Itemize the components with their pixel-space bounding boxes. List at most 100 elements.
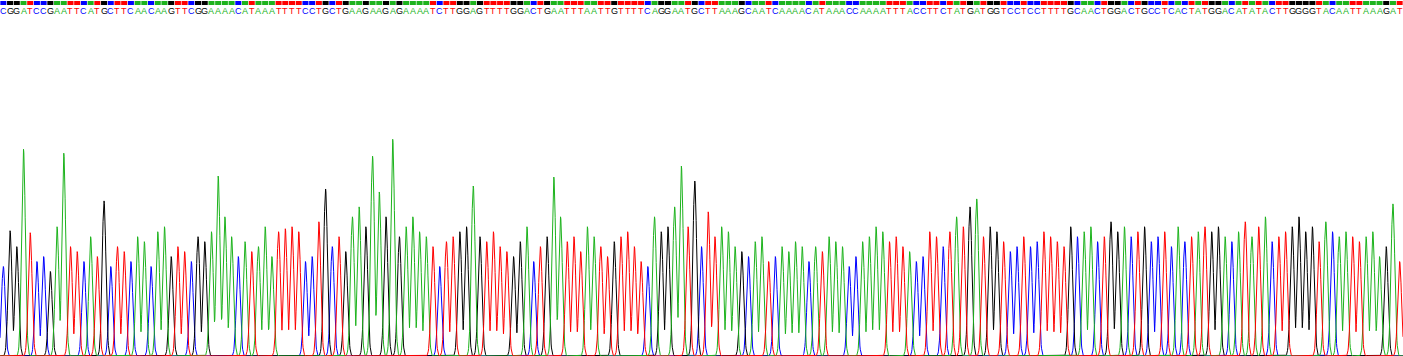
svg-text:G: G bbox=[987, 6, 994, 16]
svg-text:A: A bbox=[1081, 6, 1087, 16]
svg-text:A: A bbox=[269, 6, 275, 16]
svg-text:G: G bbox=[168, 6, 175, 16]
svg-text:C: C bbox=[436, 6, 443, 16]
svg-text:G: G bbox=[1141, 6, 1148, 16]
svg-text:A: A bbox=[470, 6, 476, 16]
svg-text:G: G bbox=[13, 6, 20, 16]
svg-text:A: A bbox=[652, 6, 658, 16]
svg-text:G: G bbox=[664, 6, 671, 16]
svg-text:A: A bbox=[229, 6, 235, 16]
svg-text:A: A bbox=[1377, 6, 1383, 16]
svg-text:A: A bbox=[1175, 6, 1181, 16]
svg-text:C: C bbox=[1154, 6, 1161, 16]
svg-text:A: A bbox=[376, 6, 382, 16]
svg-text:C: C bbox=[852, 6, 859, 16]
svg-text:G: G bbox=[1067, 6, 1074, 16]
svg-text:A: A bbox=[135, 6, 141, 16]
svg-text:G: G bbox=[463, 6, 470, 16]
svg-text:A: A bbox=[1088, 6, 1094, 16]
svg-text:A: A bbox=[1363, 6, 1369, 16]
svg-text:A: A bbox=[833, 6, 839, 16]
svg-text:T: T bbox=[336, 6, 342, 16]
svg-text:C: C bbox=[1074, 6, 1081, 16]
svg-text:G: G bbox=[195, 6, 202, 16]
svg-text:T: T bbox=[618, 6, 624, 16]
svg-text:C: C bbox=[235, 6, 242, 16]
svg-text:C: C bbox=[127, 6, 134, 16]
svg-text:T: T bbox=[571, 6, 577, 16]
svg-text:G: G bbox=[362, 6, 369, 16]
svg-text:A: A bbox=[866, 6, 872, 16]
svg-text:C: C bbox=[148, 6, 155, 16]
svg-text:A: A bbox=[403, 6, 409, 16]
svg-text:G: G bbox=[342, 6, 349, 16]
svg-text:C: C bbox=[188, 6, 195, 16]
svg-text:C: C bbox=[1228, 6, 1235, 16]
svg-text:T: T bbox=[430, 6, 436, 16]
svg-text:A: A bbox=[826, 6, 832, 16]
svg-text:A: A bbox=[759, 6, 765, 16]
svg-text:C: C bbox=[1034, 6, 1041, 16]
svg-text:C: C bbox=[40, 6, 47, 16]
svg-text:C: C bbox=[846, 6, 853, 16]
svg-text:T: T bbox=[182, 6, 188, 16]
svg-text:A: A bbox=[141, 6, 147, 16]
svg-text:G: G bbox=[1289, 6, 1296, 16]
svg-text:G: G bbox=[396, 6, 403, 16]
svg-text:C: C bbox=[1128, 6, 1135, 16]
svg-text:T: T bbox=[94, 6, 100, 16]
svg-text:T: T bbox=[1350, 6, 1356, 16]
svg-text:A: A bbox=[1323, 6, 1329, 16]
svg-text:A: A bbox=[860, 6, 866, 16]
svg-text:A: A bbox=[1370, 6, 1376, 16]
svg-text:G: G bbox=[691, 6, 698, 16]
svg-text:A: A bbox=[907, 6, 913, 16]
svg-text:T: T bbox=[886, 6, 892, 16]
svg-text:C: C bbox=[33, 6, 40, 16]
svg-text:G: G bbox=[101, 6, 108, 16]
svg-text:A: A bbox=[974, 6, 980, 16]
svg-text:G: G bbox=[47, 6, 54, 16]
svg-text:A: A bbox=[349, 6, 355, 16]
svg-text:T: T bbox=[67, 6, 73, 16]
svg-text:T: T bbox=[497, 6, 503, 16]
svg-text:T: T bbox=[289, 6, 295, 16]
svg-text:A: A bbox=[155, 6, 161, 16]
svg-text:A: A bbox=[356, 6, 362, 16]
svg-text:T: T bbox=[1283, 6, 1289, 16]
svg-text:T: T bbox=[1054, 6, 1060, 16]
svg-text:C: C bbox=[745, 6, 752, 16]
svg-text:A: A bbox=[725, 6, 731, 16]
svg-text:A: A bbox=[222, 6, 228, 16]
svg-text:C: C bbox=[302, 6, 309, 16]
svg-text:C: C bbox=[920, 6, 927, 16]
svg-text:A: A bbox=[255, 6, 261, 16]
svg-text:T: T bbox=[927, 6, 933, 16]
svg-text:T: T bbox=[1316, 6, 1322, 16]
svg-text:C: C bbox=[1181, 6, 1188, 16]
svg-text:A: A bbox=[786, 6, 792, 16]
svg-text:T: T bbox=[1101, 6, 1107, 16]
svg-text:T: T bbox=[175, 6, 181, 16]
svg-text:A: A bbox=[1121, 6, 1127, 16]
svg-text:T: T bbox=[1356, 6, 1362, 16]
svg-text:G: G bbox=[322, 6, 329, 16]
svg-text:A: A bbox=[215, 6, 221, 16]
svg-text:C: C bbox=[940, 6, 947, 16]
svg-text:T: T bbox=[900, 6, 906, 16]
svg-text:C: C bbox=[329, 6, 336, 16]
svg-text:C: C bbox=[309, 6, 316, 16]
svg-text:G: G bbox=[1208, 6, 1215, 16]
svg-text:A: A bbox=[873, 6, 879, 16]
svg-text:A: A bbox=[262, 6, 268, 16]
svg-text:T: T bbox=[638, 6, 644, 16]
svg-text:A: A bbox=[813, 6, 819, 16]
svg-text:C: C bbox=[1148, 6, 1155, 16]
svg-text:C: C bbox=[698, 6, 705, 16]
svg-text:T: T bbox=[980, 6, 986, 16]
svg-text:T: T bbox=[1021, 6, 1027, 16]
svg-text:T: T bbox=[933, 6, 939, 16]
svg-text:T: T bbox=[578, 6, 584, 16]
svg-text:T: T bbox=[893, 6, 899, 16]
svg-text:A: A bbox=[551, 6, 557, 16]
